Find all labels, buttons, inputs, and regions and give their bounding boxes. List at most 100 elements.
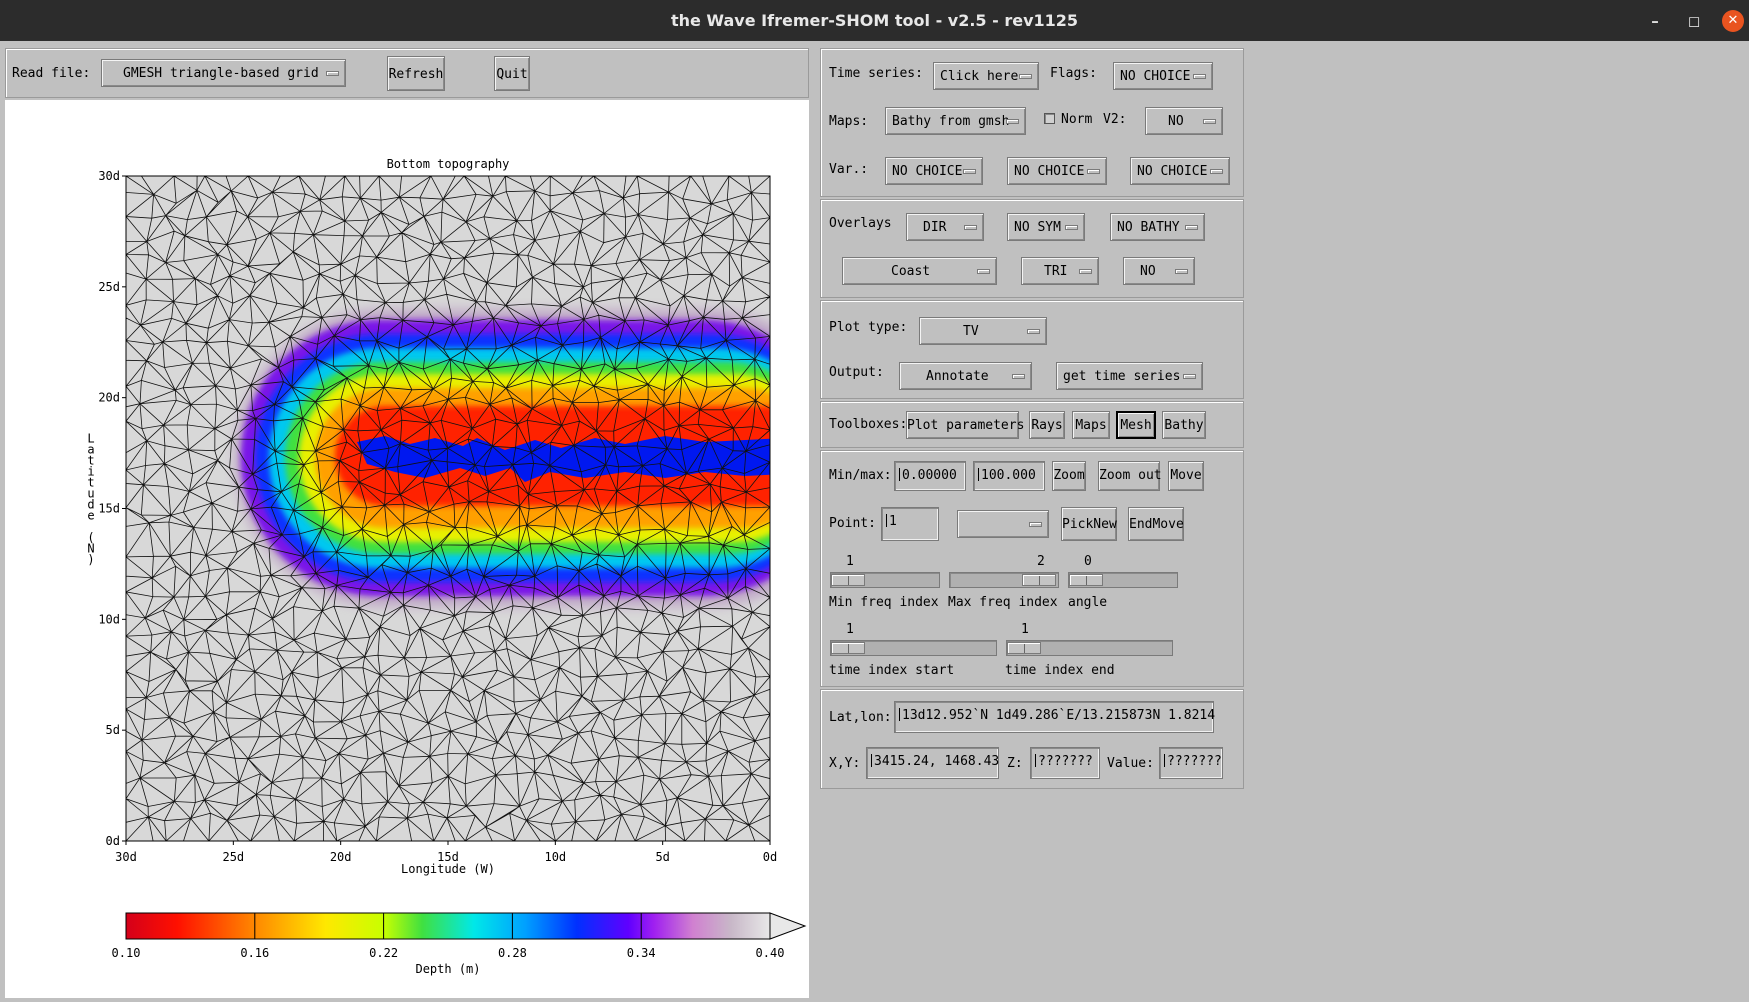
maps-toolbox-button[interactable]: Maps bbox=[1072, 411, 1110, 439]
move-button[interactable]: Move bbox=[1168, 461, 1204, 491]
max-input[interactable]: 100.000 bbox=[973, 461, 1045, 491]
colorbar-tick-label: 0.28 bbox=[498, 946, 527, 960]
min-freq-value: 1 bbox=[846, 554, 854, 569]
plot-type-menu[interactable]: TV bbox=[919, 317, 1047, 345]
v2-label: V2: bbox=[1103, 112, 1127, 127]
menu-indicator-icon bbox=[326, 71, 339, 76]
x-tick-label: 15d bbox=[437, 850, 459, 864]
slider-thumb[interactable] bbox=[1007, 642, 1041, 654]
y-tick-label: 20d bbox=[98, 391, 120, 405]
menu-indicator-icon bbox=[1029, 522, 1042, 527]
latlon-value: 13d12.952`N 1d49.286`E/13.215873N 1.8214 bbox=[902, 708, 1216, 723]
v2-menu[interactable]: NO bbox=[1145, 107, 1223, 135]
norm-checkbox[interactable] bbox=[1044, 113, 1055, 124]
colorbar-tick-label: 0.34 bbox=[627, 946, 656, 960]
xy-field[interactable]: 3415.24, 1468.43 bbox=[866, 747, 999, 779]
max-freq-slider[interactable] bbox=[949, 572, 1059, 588]
menu-indicator-icon bbox=[1019, 74, 1032, 79]
slider-thumb[interactable] bbox=[1069, 574, 1103, 586]
overlay-tri-menu[interactable]: TRI bbox=[1021, 257, 1099, 285]
slider-thumb[interactable] bbox=[831, 642, 865, 654]
zoom-out-button[interactable]: Zoom out bbox=[1098, 461, 1162, 491]
z-field[interactable]: ??????? bbox=[1030, 747, 1100, 779]
max-freq-label: Max freq index bbox=[948, 595, 1058, 610]
slider-thumb[interactable] bbox=[1022, 574, 1056, 586]
colorbar-tick-label: 0.22 bbox=[369, 946, 398, 960]
time-end-slider[interactable] bbox=[1006, 640, 1173, 656]
refresh-button[interactable]: Refresh bbox=[387, 56, 445, 91]
bathymetry-plot[interactable]: Bottom topography 30d 25d 20d 15d 10d 5d 0d 30… bbox=[5, 100, 809, 998]
mesh-edges bbox=[126, 176, 770, 841]
overlay-no-menu[interactable]: NO bbox=[1123, 257, 1195, 285]
flags-menu[interactable]: NO CHOICE bbox=[1113, 62, 1213, 90]
value-field[interactable]: ??????? bbox=[1159, 747, 1223, 779]
plot-type-value: TV bbox=[963, 324, 979, 339]
output-action-menu[interactable]: get time series bbox=[1056, 362, 1203, 390]
text-caret bbox=[1164, 754, 1165, 767]
overlay-dir-menu[interactable]: DIR bbox=[906, 213, 984, 241]
zoom-button[interactable]: Zoom bbox=[1052, 461, 1086, 491]
plot-canvas[interactable]: Bottom topography 30d 25d 20d 15d 10d 5d 0d 30… bbox=[5, 100, 809, 998]
var1-menu[interactable]: NO CHOICE bbox=[885, 157, 983, 185]
time-end-label: time index end bbox=[1005, 663, 1115, 678]
overlay-dir-value: DIR bbox=[923, 220, 947, 235]
x-axis-label: Longitude (W) bbox=[401, 862, 495, 876]
min-freq-label: Min freq index bbox=[829, 595, 939, 610]
time-series-value: Click here bbox=[940, 69, 1019, 84]
quit-button[interactable]: Quit bbox=[494, 56, 530, 91]
minmax-label: Min/max: bbox=[829, 468, 892, 483]
latlon-field[interactable]: 13d12.952`N 1d49.286`E/13.215873N 1.8214 bbox=[894, 701, 1216, 733]
mesh-button[interactable]: Mesh bbox=[1116, 411, 1156, 439]
x-axis: 30d 25d 20d 15d 10d 5d 0d bbox=[115, 841, 777, 864]
y-tick-label: 5d bbox=[106, 723, 120, 737]
output-menu[interactable]: Annotate bbox=[899, 362, 1032, 390]
point-menu[interactable] bbox=[957, 510, 1049, 538]
x-tick-label: 30d bbox=[115, 850, 137, 864]
plot-parameters-button[interactable]: Plot parameters bbox=[906, 411, 1024, 439]
var2-menu[interactable]: NO CHOICE bbox=[1007, 157, 1107, 185]
time-start-label: time index start bbox=[829, 663, 955, 678]
picknew-button[interactable]: PickNew bbox=[1061, 507, 1117, 541]
maps-menu[interactable]: Bathy from gmsh bbox=[885, 107, 1026, 135]
colorbar-gradient bbox=[125, 912, 771, 940]
menu-indicator-icon bbox=[1183, 374, 1196, 379]
xy-label: X,Y: bbox=[829, 756, 861, 771]
menu-indicator-icon bbox=[964, 225, 977, 230]
min-input[interactable]: 0.00000 bbox=[894, 461, 966, 491]
time-start-slider[interactable] bbox=[830, 640, 997, 656]
minimize-icon[interactable]: – bbox=[1651, 12, 1659, 30]
bathy-button[interactable]: Bathy bbox=[1162, 411, 1206, 439]
v2-value: NO bbox=[1168, 114, 1184, 129]
rays-button[interactable]: Rays bbox=[1029, 411, 1065, 439]
overlay-coast-value: Coast bbox=[891, 264, 931, 279]
point-input[interactable]: 1 bbox=[881, 507, 939, 541]
time-series-menu[interactable]: Click here bbox=[933, 62, 1039, 90]
var1-value: NO CHOICE bbox=[892, 164, 963, 179]
window-title: the Wave Ifremer-SHOM tool - v2.5 - rev1… bbox=[670, 11, 1079, 30]
y-axis: 30d 25d 20d 15d 10d 5d 0d bbox=[98, 169, 126, 848]
colorbar-label: Depth (m) bbox=[415, 962, 480, 976]
colorbar-ticks: 0.10 0.16 0.22 0.28 0.34 0.40 bbox=[112, 913, 784, 960]
slider-thumb[interactable] bbox=[831, 574, 865, 586]
y-tick-label: 25d bbox=[98, 280, 120, 294]
menu-indicator-icon bbox=[1079, 269, 1092, 274]
read-file-menu[interactable]: GMESH triangle-based grid bbox=[101, 59, 346, 87]
x-tick-label: 25d bbox=[222, 850, 244, 864]
flags-value: NO CHOICE bbox=[1120, 69, 1191, 84]
menu-indicator-icon bbox=[977, 269, 990, 274]
close-icon[interactable]: ✕ bbox=[1722, 10, 1744, 32]
overlay-bathy-menu[interactable]: NO BATHY bbox=[1110, 213, 1205, 241]
overlay-sym-value: NO SYM bbox=[1014, 220, 1061, 235]
title-bar: the Wave Ifremer-SHOM tool - v2.5 - rev1… bbox=[0, 0, 1749, 41]
var3-menu[interactable]: NO CHOICE bbox=[1130, 157, 1230, 185]
z-value: ??????? bbox=[1038, 754, 1093, 769]
maximize-icon[interactable]: ◻ bbox=[1687, 12, 1701, 30]
angle-slider[interactable] bbox=[1068, 572, 1178, 588]
toolboxes-panel: Toolboxes: Plot parameters Rays Maps Mes… bbox=[820, 401, 1244, 448]
overlay-sym-menu[interactable]: NO SYM bbox=[1007, 213, 1085, 241]
endmove-button[interactable]: EndMove bbox=[1128, 507, 1184, 541]
maps-label: Maps: bbox=[829, 114, 869, 129]
overlay-coast-menu[interactable]: Coast bbox=[842, 257, 997, 285]
menu-indicator-icon bbox=[1193, 74, 1206, 79]
min-freq-slider[interactable] bbox=[830, 572, 940, 588]
